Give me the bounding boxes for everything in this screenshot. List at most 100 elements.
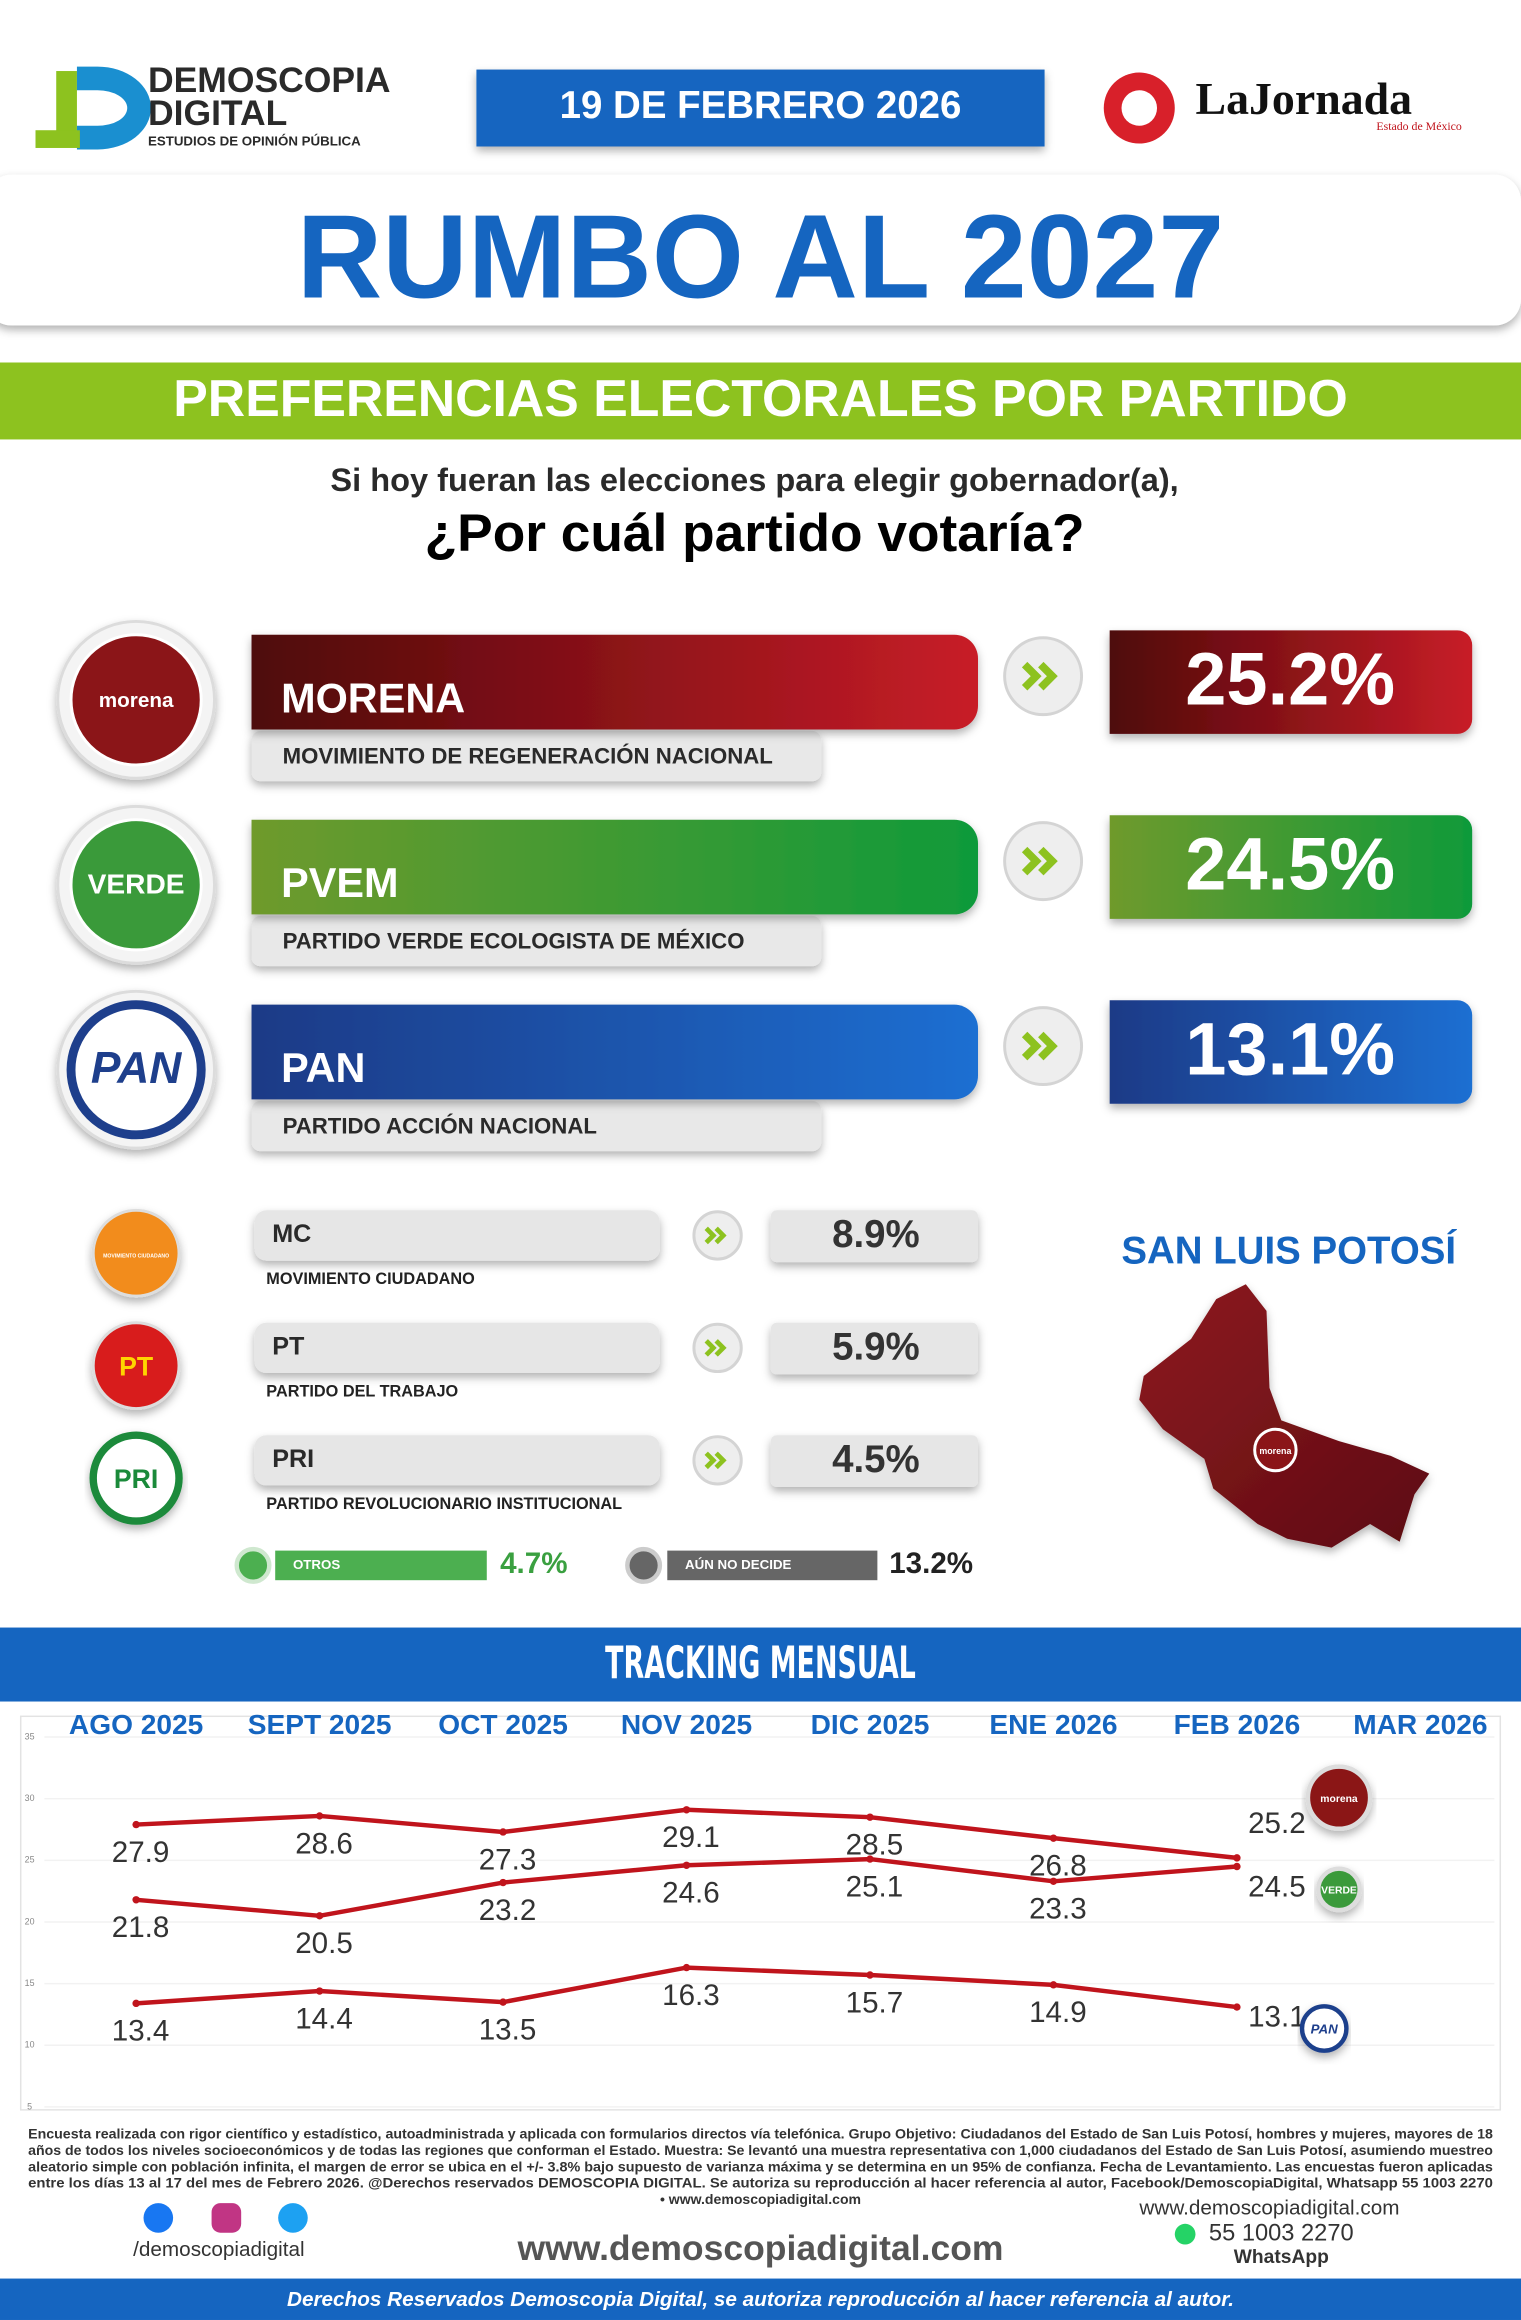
x-tick-label: AGO 2025 [69,1709,203,1740]
series-point [682,1806,691,1814]
series-point [1049,1981,1058,1989]
party-fullname-box [251,915,822,967]
website: www.demoscopiadigital.com [517,2228,1004,2268]
y-tick-label: 20 [25,1916,35,1926]
party-logo [91,1321,181,1411]
instagram-icon [211,2203,242,2233]
party-name: MORENA [281,675,465,721]
brand-name: DIGITAL [148,93,287,133]
arrow-chevrons [1021,1031,1058,1061]
y-tick-label: 25 [25,1855,35,1865]
party-logo [66,1000,206,1140]
logo-d [76,66,151,150]
data-label: 14.9 [1029,1996,1087,2029]
party-logo-text: VERDE [88,869,185,900]
chart-title: TRACKING MENSUAL [605,1638,916,1689]
party-name-box [254,1322,660,1374]
value-box [770,1322,978,1375]
question: ¿Por cuál partido votaría? [425,504,1085,563]
disclaimer-line: aleatorio simple con población infinita,… [28,2158,1493,2174]
x-tick-label: NOV 2025 [621,1709,752,1740]
value-box [1109,1000,1473,1104]
y-tick-label: 10 [25,2040,35,2050]
main-title: RUMBO AL 2027 [297,192,1224,324]
contact-website: www.demoscopiadigital.com [1138,2196,1399,2219]
series-point [1233,1862,1241,1871]
social-handle: /demoscopiadigital [133,2238,304,2261]
map-logo [1253,1427,1298,1473]
data-label: 16.3 [662,1979,720,2012]
data-label: 14.4 [295,2002,353,2035]
data-label: 29.1 [662,1821,720,1854]
data-label: 26.8 [1029,1850,1087,1883]
series-point [132,1820,140,1829]
undecided-bar [667,1550,878,1581]
arrow-chevrons [1021,661,1058,691]
undecided-label: AÚN NO DECIDE [685,1557,792,1572]
disclaimer-line: • www.demoscopiadigital.com [660,2191,861,2207]
party-name: PRI [272,1445,314,1473]
legend-label: PAN [1311,2022,1338,2037]
data-label: 25.1 [846,1871,904,1904]
date: 19 DE FEBRERO 2026 [560,84,962,127]
series-point [1233,2003,1241,2011]
others-bar [275,1550,487,1581]
x-tick-label: FEB 2026 [1174,1709,1301,1740]
others-icon [234,1546,272,1584]
data-label: 21.8 [112,1911,170,1944]
data-label: 24.6 [662,1877,720,1910]
party-name: PVEM [281,860,398,906]
party-fullname: PARTIDO VERDE ECOLOGISTA DE MÉXICO [283,928,745,953]
series-point [315,1912,324,1920]
party-value: 4.5% [832,1438,920,1481]
disclaimer-line: entre los días 13 al 17 del mes de Febre… [28,2175,1493,2191]
subtitle: PREFERENCIAS ELECTORALES POR PARTIDO [173,369,1347,427]
arrow-chevrons [704,1451,727,1470]
party-logo-text: morena [99,689,174,712]
others-label: OTROS [293,1557,340,1572]
party-bar [251,1004,978,1100]
party-value: 5.9% [832,1326,920,1369]
party-fullname: PARTIDO REVOLUCIONARIO INSTITUCIONAL [266,1495,622,1513]
series-point [499,1828,507,1836]
party-value: 24.5% [1185,823,1395,906]
arrow-badge [1003,821,1084,902]
party-bar [251,634,978,730]
phone-label: WhatsApp [1234,2247,1329,2268]
rights: Derechos Reservados Demoscopia Digital, … [287,2288,1234,2311]
arrow-badge [1003,1006,1084,1087]
legend-logo [1316,1866,1362,1913]
arrow-chevrons [704,1339,727,1357]
value-box [1109,815,1473,919]
undecided-icon [625,1546,663,1584]
data-label: 23.3 [1029,1893,1087,1926]
party-logo-text: MOVIMIENTO CIUDADANO [103,1254,169,1260]
party-value: 25.2% [1185,638,1395,721]
arrow-chevrons [704,1226,727,1245]
series-point [866,1813,874,1821]
series-point [499,1998,507,2006]
series-point [1049,1877,1058,1885]
data-label: 15.7 [846,1986,904,2019]
title-box [0,174,1521,326]
party-fullname: PARTIDO DEL TRABAJO [266,1383,458,1401]
party-fullname-box [251,1100,822,1152]
party-value: 8.9% [832,1213,920,1256]
map-shape [1139,1284,1430,1548]
y-tick-label: 35 [25,1731,35,1741]
brand-tagline: ESTUDIOS DE OPINIÓN PÚBLICA [148,134,361,149]
y-tick-label: 30 [25,1793,35,1803]
data-label: 23.2 [479,1894,537,1927]
data-label: 28.6 [295,1827,353,1860]
party-logo [89,1431,183,1525]
party-fullname: MOVIMIENTO CIUDADANO [266,1270,474,1288]
party-logo-text: PT [119,1352,153,1382]
series-point [866,1855,874,1863]
data-label: 25.2 [1248,1807,1306,1840]
whatsapp-icon [1174,2223,1196,2245]
twitter-icon [278,2203,308,2233]
y-tick-label: 15 [25,1978,35,1988]
x-tick-label: SEPT 2025 [248,1709,392,1740]
